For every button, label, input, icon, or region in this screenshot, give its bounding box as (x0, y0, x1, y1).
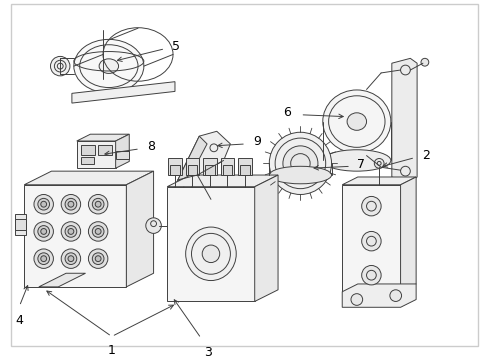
Text: 6: 6 (282, 106, 290, 119)
Polygon shape (24, 171, 153, 185)
Polygon shape (391, 58, 416, 183)
Circle shape (420, 58, 428, 66)
Polygon shape (178, 136, 206, 185)
Ellipse shape (346, 113, 366, 130)
Bar (187, 165, 197, 175)
Circle shape (389, 290, 401, 301)
Text: 3: 3 (203, 346, 212, 359)
Polygon shape (126, 171, 153, 287)
Ellipse shape (74, 39, 143, 93)
Polygon shape (77, 134, 129, 141)
Bar (15, 219, 26, 230)
Text: 7: 7 (356, 158, 364, 171)
Circle shape (88, 249, 108, 269)
Bar (238, 158, 251, 175)
Ellipse shape (202, 245, 219, 262)
Circle shape (95, 229, 101, 234)
Bar (15, 214, 26, 235)
Ellipse shape (322, 150, 390, 171)
Circle shape (65, 253, 77, 265)
Circle shape (61, 222, 81, 241)
Polygon shape (39, 273, 85, 287)
Circle shape (361, 197, 380, 216)
Bar (342, 185, 400, 292)
Text: 2: 2 (421, 149, 429, 162)
Circle shape (399, 62, 410, 74)
Text: 8: 8 (146, 140, 155, 153)
Ellipse shape (99, 59, 118, 73)
Circle shape (38, 198, 49, 210)
Text: 9: 9 (252, 135, 260, 148)
Circle shape (61, 249, 81, 269)
Circle shape (65, 198, 77, 210)
Text: 1: 1 (107, 344, 116, 357)
Circle shape (88, 194, 108, 214)
Circle shape (61, 194, 81, 214)
Circle shape (41, 201, 46, 207)
Polygon shape (342, 177, 415, 185)
Circle shape (34, 249, 53, 269)
Circle shape (92, 253, 104, 265)
Circle shape (68, 201, 74, 207)
Polygon shape (167, 175, 278, 187)
Bar (170, 165, 180, 175)
Circle shape (92, 226, 104, 237)
Circle shape (68, 256, 74, 262)
Bar (116, 151, 129, 158)
Bar (204, 165, 214, 175)
Circle shape (68, 229, 74, 234)
Circle shape (38, 253, 49, 265)
Circle shape (34, 194, 53, 214)
Bar (203, 158, 216, 175)
Circle shape (65, 226, 77, 237)
Bar (24, 185, 126, 287)
Ellipse shape (185, 227, 236, 280)
Bar (81, 145, 95, 154)
Circle shape (350, 294, 362, 305)
Circle shape (95, 201, 101, 207)
Bar (81, 157, 94, 165)
Text: 4: 4 (16, 314, 23, 327)
Circle shape (399, 165, 410, 177)
Circle shape (269, 132, 331, 194)
Ellipse shape (269, 166, 331, 184)
Ellipse shape (322, 90, 390, 153)
Circle shape (95, 256, 101, 262)
Polygon shape (400, 177, 415, 292)
Circle shape (373, 158, 383, 168)
Polygon shape (72, 82, 175, 103)
Bar (167, 187, 254, 301)
Polygon shape (254, 175, 278, 301)
Circle shape (34, 222, 53, 241)
Circle shape (361, 265, 380, 285)
Text: 5: 5 (172, 40, 180, 53)
Circle shape (88, 222, 108, 241)
Circle shape (145, 218, 161, 233)
Bar (220, 158, 234, 175)
Circle shape (41, 256, 46, 262)
Circle shape (92, 198, 104, 210)
Bar (240, 165, 249, 175)
Circle shape (361, 231, 380, 251)
Polygon shape (170, 131, 230, 204)
Polygon shape (77, 141, 116, 168)
Circle shape (38, 226, 49, 237)
Bar (98, 145, 112, 154)
Bar (168, 158, 182, 175)
Bar (185, 158, 199, 175)
Bar (222, 165, 232, 175)
Circle shape (50, 57, 70, 76)
Polygon shape (342, 284, 415, 307)
Circle shape (41, 229, 46, 234)
Polygon shape (116, 134, 129, 168)
Circle shape (283, 146, 317, 181)
